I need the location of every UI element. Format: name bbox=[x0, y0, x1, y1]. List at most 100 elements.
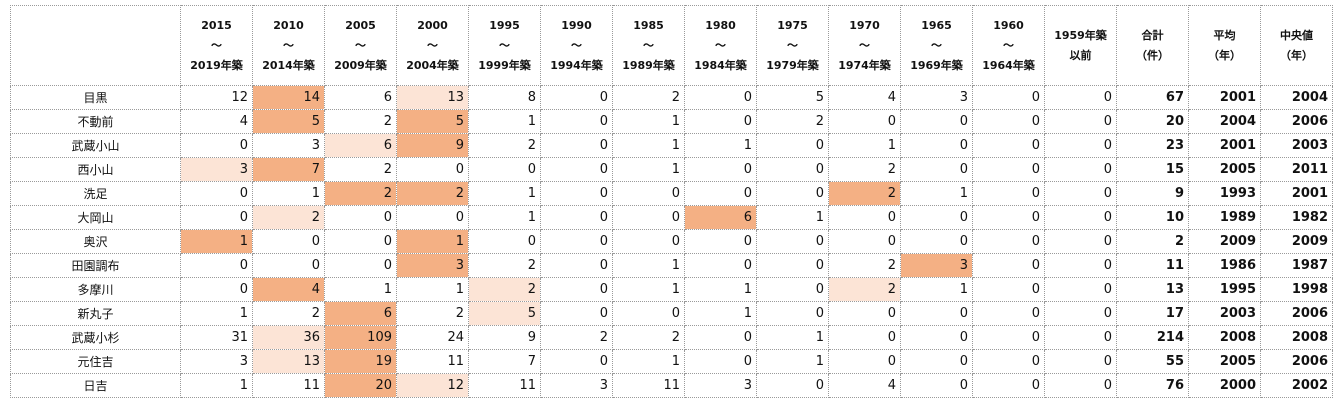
value-cell: 0 bbox=[900, 205, 973, 230]
column-header: 1985 ～ 1989年築 bbox=[612, 5, 685, 86]
value-cell: 1 bbox=[612, 109, 685, 134]
row-name: 武蔵小杉 bbox=[10, 325, 181, 350]
value-cell: 2005 bbox=[1188, 157, 1261, 182]
value-cell: 0 bbox=[180, 277, 253, 302]
value-cell: 0 bbox=[540, 349, 613, 374]
header-line: 1965 bbox=[921, 18, 952, 32]
data-row: 西小山 3 7 2 0 0 0 1 0 0 2 0 0 0 15 2005 2011 bbox=[10, 157, 1333, 182]
value-cell: 109 bbox=[324, 325, 397, 350]
value-cell: 5 bbox=[252, 109, 325, 134]
header-line: ～ bbox=[571, 38, 582, 52]
value-cell: 12 bbox=[180, 85, 253, 110]
value-cell: 2011 bbox=[1260, 157, 1333, 182]
header-line: 1994年築 bbox=[550, 58, 603, 72]
value-cell: 0 bbox=[684, 85, 757, 110]
column-header: 2015 ～ 2019年築 bbox=[180, 5, 253, 86]
value-cell: 11 bbox=[396, 349, 469, 374]
data-row: 多摩川 0 4 1 1 2 0 1 1 0 2 1 0 0 13 1995 1998 bbox=[10, 277, 1333, 302]
value-cell: 5 bbox=[756, 85, 829, 110]
value-cell: 1 bbox=[612, 157, 685, 182]
header-line: （年） bbox=[1208, 48, 1241, 62]
header-line: ～ bbox=[499, 38, 510, 52]
column-header: 1959年築 以前 bbox=[1044, 5, 1117, 86]
value-cell: 1 bbox=[684, 133, 757, 158]
value-cell: 11 bbox=[468, 373, 541, 398]
value-cell: 1 bbox=[756, 349, 829, 374]
value-cell: 0 bbox=[756, 181, 829, 206]
value-cell: 20 bbox=[1116, 109, 1189, 134]
header-line: 1975 bbox=[777, 18, 808, 32]
value-cell: 0 bbox=[684, 109, 757, 134]
header-line: 2010 bbox=[273, 18, 304, 32]
value-cell: 1986 bbox=[1188, 253, 1261, 278]
value-cell: 0 bbox=[828, 109, 901, 134]
value-cell: 2 bbox=[540, 325, 613, 350]
header-line: 2000 bbox=[417, 18, 448, 32]
value-cell: 1 bbox=[756, 205, 829, 230]
row-name: 大岡山 bbox=[10, 205, 181, 230]
column-header: 2005 ～ 2009年築 bbox=[324, 5, 397, 86]
value-cell: 0 bbox=[540, 85, 613, 110]
value-cell: 3 bbox=[180, 349, 253, 374]
value-cell: 0 bbox=[972, 325, 1045, 350]
header-line: 1979年築 bbox=[766, 58, 819, 72]
value-cell: 1 bbox=[324, 277, 397, 302]
header-line: 2014年築 bbox=[262, 58, 315, 72]
value-cell: 3 bbox=[252, 133, 325, 158]
value-cell: 31 bbox=[180, 325, 253, 350]
value-cell: 0 bbox=[900, 157, 973, 182]
value-cell: 1 bbox=[252, 181, 325, 206]
header-line: ～ bbox=[931, 38, 942, 52]
value-cell: 0 bbox=[396, 157, 469, 182]
header-line: 1985 bbox=[633, 18, 664, 32]
value-cell: 12 bbox=[396, 373, 469, 398]
column-header: 1975 ～ 1979年築 bbox=[756, 5, 829, 86]
row-name: 日吉 bbox=[10, 373, 181, 398]
value-cell: 1 bbox=[468, 205, 541, 230]
header-line: 2005 bbox=[345, 18, 376, 32]
value-cell: 3 bbox=[396, 253, 469, 278]
value-cell: 5 bbox=[396, 109, 469, 134]
value-cell: 0 bbox=[900, 349, 973, 374]
header-line: 1984年築 bbox=[694, 58, 747, 72]
value-cell: 1993 bbox=[1188, 181, 1261, 206]
value-cell: 0 bbox=[684, 253, 757, 278]
value-cell: 0 bbox=[756, 157, 829, 182]
data-row: 日吉 1 11 20 12 11 3 11 3 0 4 0 0 0 76 2000 2002 bbox=[10, 373, 1333, 398]
data-row: 大岡山 0 2 0 0 1 0 0 6 1 0 0 0 0 10 1989 1982 bbox=[10, 205, 1333, 230]
value-cell: 0 bbox=[540, 109, 613, 134]
value-cell: 0 bbox=[828, 229, 901, 254]
value-cell: 1 bbox=[684, 301, 757, 326]
value-cell: 0 bbox=[1044, 325, 1117, 350]
value-cell: 2006 bbox=[1260, 349, 1333, 374]
value-cell: 0 bbox=[900, 109, 973, 134]
value-cell: 2 bbox=[252, 301, 325, 326]
row-name: 田園調布 bbox=[10, 253, 181, 278]
column-header: 1960 ～ 1964年築 bbox=[972, 5, 1045, 86]
value-cell: 67 bbox=[1116, 85, 1189, 110]
value-cell: 0 bbox=[540, 205, 613, 230]
value-cell: 19 bbox=[324, 349, 397, 374]
value-cell: 1 bbox=[612, 253, 685, 278]
value-cell: 0 bbox=[468, 229, 541, 254]
value-cell: 0 bbox=[1044, 253, 1117, 278]
value-cell: 24 bbox=[396, 325, 469, 350]
value-cell: 2 bbox=[828, 157, 901, 182]
row-name: 奥沢 bbox=[10, 229, 181, 254]
value-cell: 0 bbox=[900, 373, 973, 398]
value-cell: 7 bbox=[252, 157, 325, 182]
value-cell: 3 bbox=[180, 157, 253, 182]
value-cell: 11 bbox=[1116, 253, 1189, 278]
header-line: （件） bbox=[1136, 48, 1169, 62]
header-line: 以前 bbox=[1069, 48, 1092, 62]
value-cell: 0 bbox=[468, 157, 541, 182]
value-cell: 2 bbox=[468, 253, 541, 278]
header-line: 1960 bbox=[993, 18, 1024, 32]
header-row: 2015 ～ 2019年築 2010 ～ 2014年築 2005 ～ 2009年築 2000 ～ 20… bbox=[10, 5, 1333, 86]
value-cell: 2 bbox=[324, 181, 397, 206]
value-cell: 1982 bbox=[1260, 205, 1333, 230]
value-cell: 2 bbox=[612, 325, 685, 350]
value-cell: 20 bbox=[324, 373, 397, 398]
value-cell: 0 bbox=[1044, 349, 1117, 374]
